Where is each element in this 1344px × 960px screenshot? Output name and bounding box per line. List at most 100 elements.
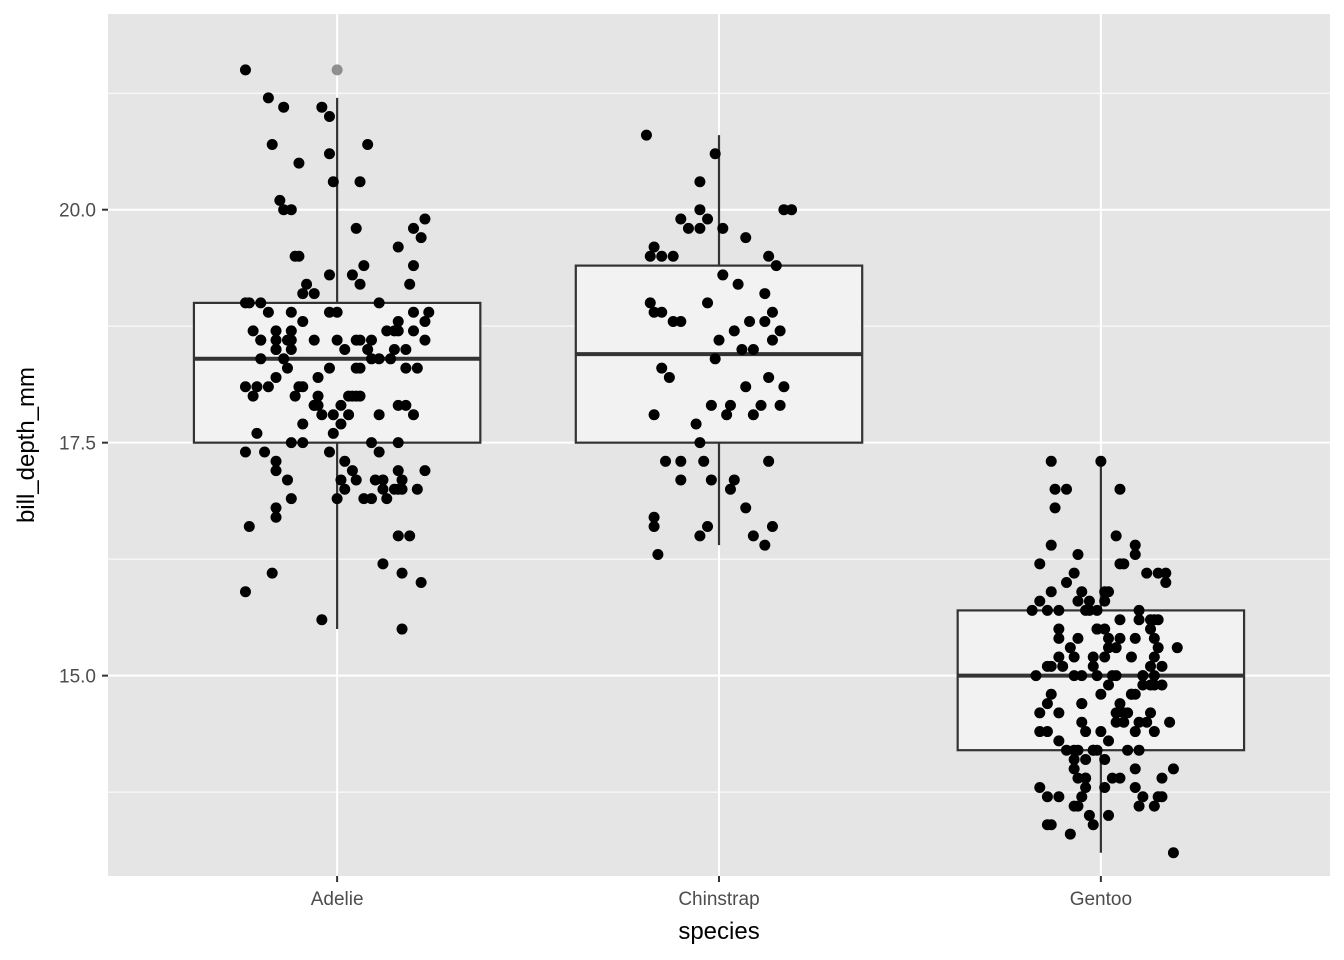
data-point [728,325,740,337]
data-point [419,213,431,225]
data-point [377,558,389,570]
data-point [1156,660,1168,672]
data-point [1099,754,1111,766]
data-point [1167,847,1179,859]
data-point [419,316,431,328]
data-point [1164,716,1176,728]
data-point [747,343,759,355]
data-point [266,567,278,579]
data-point [1091,604,1103,616]
data-point [327,176,339,188]
x-tick-label: Chinstrap [678,889,759,910]
data-point [694,204,706,216]
data-point [262,92,274,104]
data-point [262,381,274,393]
data-point [1137,679,1149,691]
data-point [1034,558,1046,570]
data-point [365,353,377,365]
data-point [285,325,297,337]
data-point [1049,483,1061,495]
data-point [243,297,255,309]
data-point [365,334,377,346]
data-point [415,576,427,588]
data-point [1068,670,1080,682]
data-point [702,521,714,533]
data-point [1045,660,1057,672]
data-point [766,334,778,346]
data-point [667,250,679,262]
data-point [408,260,419,272]
data-point [316,409,328,421]
data-point [381,493,393,505]
data-point [1076,670,1088,682]
data-point [1064,828,1076,840]
data-point [278,101,290,113]
data-point [316,101,328,113]
y-tick-label: 17.5 [59,434,96,455]
data-point [270,511,282,523]
data-point [1152,614,1164,626]
data-point [675,213,687,225]
data-point [392,241,404,253]
data-point [1053,632,1065,644]
data-point [239,446,251,458]
data-point [354,176,366,188]
data-point [415,232,427,244]
data-point [1095,726,1107,738]
data-point [1103,642,1115,654]
data-point [744,316,756,328]
data-point [365,437,377,449]
data-point [1152,642,1164,654]
data-point [327,427,339,439]
data-point [763,371,775,383]
data-point [373,297,385,309]
data-point [297,288,309,300]
data-point [648,511,660,523]
data-point [1083,595,1095,607]
data-point [705,399,717,411]
data-point [1148,800,1160,812]
data-point [392,399,404,411]
data-point [778,204,790,216]
data-point [408,222,419,234]
data-point [694,437,706,449]
data-point [1156,772,1168,784]
data-point [339,455,351,467]
data-point [251,427,263,439]
data-point [766,306,778,318]
data-point [247,390,259,402]
data-point [327,409,339,421]
box-adelie [192,301,482,444]
data-point [1053,604,1065,616]
data-point [755,399,767,411]
data-point [1148,632,1160,644]
data-point [1137,791,1149,803]
data-point [644,297,656,309]
data-point [1080,754,1092,766]
data-point [1045,586,1057,598]
data-point [690,418,702,430]
data-point [740,381,752,393]
data-point [1095,688,1107,700]
data-point [251,381,263,393]
data-point [1041,698,1053,710]
data-point [297,316,309,328]
data-point [1068,567,1080,579]
data-point [1129,539,1141,551]
data-point [717,269,729,281]
data-point [1148,679,1160,691]
data-point [404,278,416,290]
data-point [1041,791,1053,803]
data-point [270,455,282,467]
data-point [270,334,282,346]
data-point [1156,679,1168,691]
data-point [285,437,297,449]
data-point [1110,707,1122,719]
data-point [381,325,393,337]
data-point [1160,567,1172,579]
data-point [1099,781,1111,793]
data-point [297,418,309,430]
data-point [652,548,664,560]
data-point [1099,623,1111,635]
data-point [293,250,305,262]
